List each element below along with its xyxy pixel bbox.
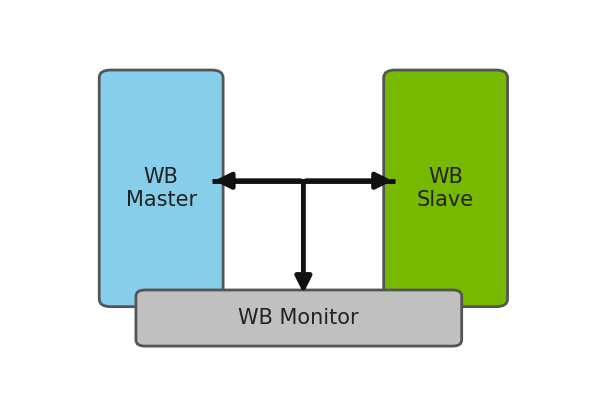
FancyBboxPatch shape [99, 70, 223, 307]
FancyBboxPatch shape [384, 70, 507, 307]
Text: WB
Master: WB Master [126, 167, 197, 210]
FancyBboxPatch shape [136, 290, 462, 346]
Text: WB Monitor: WB Monitor [239, 308, 359, 328]
Text: WB
Slave: WB Slave [417, 167, 474, 210]
